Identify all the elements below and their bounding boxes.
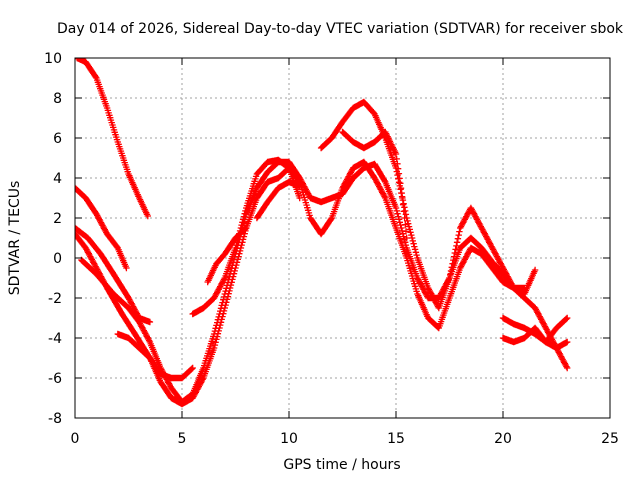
x-tick-label: 20 — [494, 431, 512, 447]
y-tick-label: -4 — [48, 331, 62, 347]
data-point-markers — [75, 58, 151, 220]
data-point-markers — [499, 314, 571, 346]
series-track-2 — [75, 184, 130, 272]
y-tick-label: -8 — [48, 411, 62, 427]
y-axis-label: SDTVAR / TECUs — [7, 181, 23, 296]
data-point-markers — [339, 128, 410, 242]
series-track-13 — [499, 314, 571, 346]
x-axis-ticks: 0 5 10 15 20 25 — [71, 58, 619, 447]
series-track-9 — [253, 178, 303, 222]
series-track-3 — [75, 224, 154, 326]
series-track-11 — [339, 128, 410, 242]
data-point-markers — [75, 224, 154, 326]
y-tick-label: -2 — [48, 291, 62, 307]
x-tick-label: 10 — [280, 431, 298, 447]
y-tick-label: 10 — [44, 51, 62, 67]
chart-title: Day 014 of 2026, Sidereal Day-to-day VTE… — [57, 21, 624, 37]
x-tick-label: 15 — [387, 431, 405, 447]
y-tick-label: 4 — [53, 171, 62, 187]
y-tick-label: 8 — [53, 91, 62, 107]
series-track-6 — [114, 330, 196, 382]
data-point-markers — [75, 184, 130, 272]
data-point-markers — [75, 158, 539, 408]
data-point-markers — [204, 224, 250, 286]
series-track-4 — [75, 158, 539, 408]
data-point-markers — [253, 178, 303, 222]
y-tick-label: -6 — [48, 371, 62, 387]
x-tick-label: 25 — [601, 431, 619, 447]
plot-area — [75, 58, 571, 408]
series-track-12 — [499, 314, 571, 352]
y-tick-label: 6 — [53, 131, 62, 147]
data-point-markers — [499, 314, 571, 352]
series-track-8 — [204, 224, 250, 286]
plot-frame — [74, 57, 611, 419]
series-track-1 — [75, 58, 151, 220]
y-tick-label: 0 — [53, 251, 62, 267]
data-point-markers — [114, 330, 196, 382]
x-axis-label: GPS time / hours — [283, 457, 400, 473]
y-tick-label: 2 — [53, 211, 62, 227]
y-axis-ticks: -8 -6 -4 -2 0 2 4 6 8 10 — [44, 51, 610, 427]
x-tick-label: 0 — [71, 431, 80, 447]
x-tick-label: 5 — [178, 431, 187, 447]
